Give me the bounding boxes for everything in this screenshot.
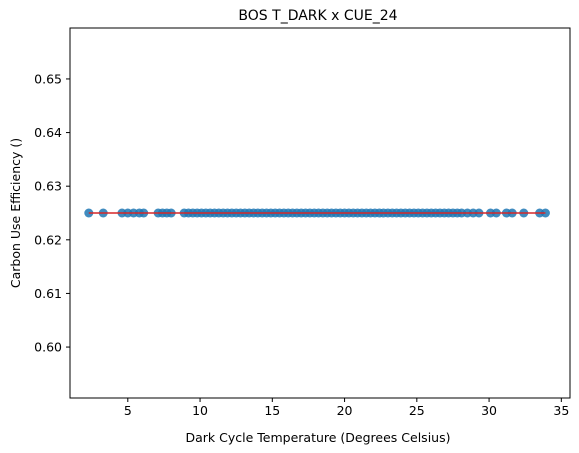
y-tick-label: 0.62 [34, 232, 62, 247]
x-axis-label: Dark Cycle Temperature (Degrees Celsius) [186, 430, 451, 445]
y-tick-label: 0.61 [34, 286, 62, 301]
x-tick-label: 35 [553, 403, 569, 418]
y-axis: 0.60 0.61 0.62 0.63 0.64 0.65 [34, 71, 70, 355]
plot-area [69, 27, 571, 399]
y-tick-label: 0.65 [34, 71, 62, 86]
y-axis-label: Carbon Use Efficiency () [8, 138, 23, 288]
chart-title: BOS T_DARK x CUE_24 [238, 8, 397, 24]
x-tick-label: 25 [409, 403, 425, 418]
x-tick-label: 15 [264, 403, 280, 418]
y-tick-label: 0.64 [34, 125, 62, 140]
x-axis: 5 10 15 20 25 30 35 [124, 398, 569, 418]
x-tick-label: 10 [192, 403, 208, 418]
y-tick-label: 0.60 [34, 340, 62, 355]
x-tick-label: 20 [337, 403, 353, 418]
y-tick-label: 0.63 [34, 179, 62, 194]
x-tick-label: 5 [124, 403, 132, 418]
x-tick-label: 30 [481, 403, 497, 418]
